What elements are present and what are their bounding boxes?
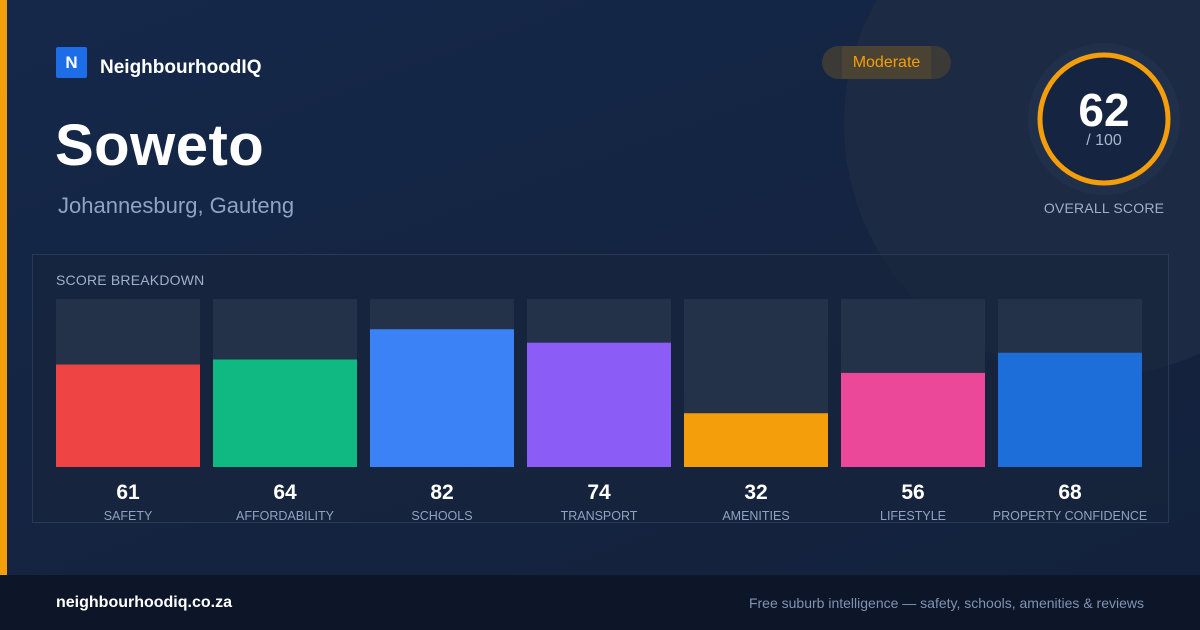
brand-name: NeighbourhoodIQ (100, 57, 262, 78)
footer-url[interactable]: neighbourhoodiq.co.za (56, 593, 232, 611)
overall-score-value: 62 (1078, 84, 1130, 136)
bar-value-amenities: 32 (744, 481, 767, 504)
bar-value-affordability: 64 (273, 481, 297, 504)
brand-logo-icon: N (56, 47, 87, 78)
rating-badge-label: Moderate (852, 53, 921, 71)
bar-value-property-confidence: 68 (1058, 481, 1082, 504)
bar-label-transport: TRANSPORT (561, 509, 638, 523)
bar-schools (370, 329, 514, 467)
bar-label-amenities: AMENITIES (722, 509, 789, 523)
overall-score-label: OVERALL SCORE (1043, 200, 1165, 216)
bar-safety (56, 364, 200, 467)
bar-value-lifestyle: 56 (901, 481, 924, 504)
bar-value-schools: 82 (430, 481, 453, 504)
bar-lifestyle (841, 372, 985, 467)
hero-card: N NeighbourhoodIQ Soweto Johannesburg, G… (0, 0, 1200, 575)
footer: neighbourhoodiq.co.za Free suburb intell… (0, 575, 1200, 630)
bar-label-lifestyle: LIFESTYLE (880, 509, 946, 523)
bar-value-safety: 61 (116, 481, 140, 504)
bar-amenities (684, 413, 828, 467)
bar-property-confidence (998, 352, 1142, 467)
footer-tagline: Free suburb intelligence — safety, schoo… (748, 594, 1144, 611)
bar-label-property-confidence: PROPERTY CONFIDENCE (993, 509, 1147, 523)
bar-label-safety: SAFETY (104, 509, 153, 523)
accent-bar (0, 0, 7, 575)
overall-score-gauge: 62 / 100 (1028, 43, 1180, 195)
bar-label-affordability: AFFORDABILITY (236, 509, 335, 523)
suburb-location: Johannesburg, Gauteng (58, 193, 295, 218)
gauge-ring (1037, 52, 1171, 186)
rating-badge: Moderate (822, 46, 951, 79)
score-breakdown-panel: SCORE BREAKDOWN 61 SAFETY 64 AFFORDABILITY 8… (32, 254, 1169, 523)
bar-value-transport: 74 (587, 481, 611, 504)
bar-label-schools: SCHOOLS (411, 509, 472, 523)
score-breakdown-chart: 61 SAFETY 64 AFFORDABILITY 82 SCHOOLS 74 TRANSP… (56, 299, 1147, 523)
score-ring-icon (1028, 43, 1180, 195)
bar-affordability (213, 359, 357, 467)
suburb-title: Soweto (55, 113, 265, 178)
brand: N NeighbourhoodIQ (56, 46, 261, 79)
bar-transport (527, 342, 671, 467)
breakdown-title: SCORE BREAKDOWN (56, 272, 205, 288)
overall-score-max: / 100 (1086, 132, 1122, 149)
